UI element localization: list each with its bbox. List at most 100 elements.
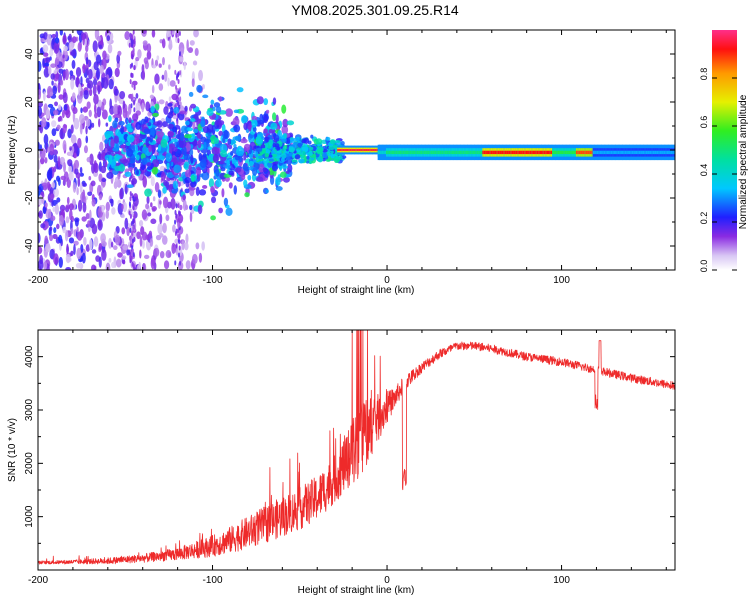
spectrogram-cell bbox=[185, 204, 189, 211]
spectrogram-cell bbox=[213, 137, 219, 145]
spectrogram-cell bbox=[363, 149, 367, 151]
spectrogram-cell bbox=[163, 260, 170, 270]
spectrogram-cell bbox=[95, 54, 102, 64]
spectrogram-cell bbox=[430, 150, 434, 155]
spectrogram-cell bbox=[141, 102, 145, 113]
spectrogram-cell bbox=[143, 57, 149, 65]
spectrogram-cell bbox=[628, 150, 632, 155]
spectrogram-cell bbox=[524, 150, 527, 155]
spectrogram-cell bbox=[130, 72, 133, 78]
spectrogram-cell bbox=[373, 149, 376, 151]
spectrogram-cell bbox=[448, 150, 452, 155]
spectrogram-cell bbox=[330, 154, 335, 159]
spectrogram-cell bbox=[159, 233, 164, 238]
spectrogram-cell bbox=[52, 85, 58, 95]
spectrogram-cell bbox=[543, 150, 547, 155]
spectrogram-cell bbox=[94, 103, 97, 114]
spectrogram-cell bbox=[599, 150, 603, 155]
colorbar-tick-label: 0.8 bbox=[699, 68, 709, 81]
spectrogram-cell bbox=[580, 150, 583, 155]
spectrogram-cell bbox=[464, 150, 467, 155]
spectrogram-cell bbox=[613, 150, 617, 155]
spectrogram-cell bbox=[112, 114, 121, 119]
spectrogram-cell bbox=[275, 186, 283, 192]
spectrogram-cell bbox=[179, 96, 182, 102]
spectrogram-cell bbox=[175, 203, 178, 209]
spectrogram-cell bbox=[180, 125, 188, 134]
spectrogram-cell bbox=[561, 150, 565, 155]
spectrogram-cell bbox=[279, 171, 287, 178]
spectrogram-cell bbox=[62, 70, 66, 81]
spectrogram-cell bbox=[126, 226, 130, 237]
spectrogram-cell bbox=[135, 93, 139, 99]
spectrogram-cell bbox=[346, 149, 350, 151]
spectrogram-cell bbox=[153, 247, 160, 257]
spectrogram-cell bbox=[547, 150, 551, 155]
spectrogram-cell bbox=[329, 139, 336, 145]
spectrogram-cell bbox=[141, 157, 148, 165]
spectrogram-cell bbox=[114, 67, 120, 78]
spectrogram-cell bbox=[272, 112, 277, 122]
spectrogram-cell bbox=[129, 32, 132, 38]
spectrogram-cell bbox=[172, 224, 176, 233]
spectrogram-cell bbox=[151, 145, 156, 150]
spectrogram-cell bbox=[187, 47, 194, 53]
spectrogram-cell bbox=[144, 116, 149, 123]
spectrogram-cell bbox=[189, 211, 193, 223]
spectrogram-cell bbox=[334, 158, 340, 164]
spectrogram-cell bbox=[275, 114, 279, 124]
spectrogram-cell bbox=[122, 100, 126, 110]
spectrogram-cell bbox=[479, 150, 482, 155]
spectrogram-cell bbox=[93, 61, 99, 71]
spectrogram-cell bbox=[120, 124, 124, 135]
spectrogram-cell bbox=[404, 150, 407, 155]
spectrogram-cell bbox=[166, 30, 171, 38]
spectrogram-cell bbox=[74, 218, 79, 227]
spectrogram-cell bbox=[82, 189, 86, 200]
spectrogram-cell bbox=[156, 55, 160, 61]
spectrogram-cell bbox=[183, 146, 187, 157]
spectrogram-cell bbox=[114, 176, 119, 188]
spectrogram-cell bbox=[353, 149, 357, 151]
spectrogram-cell bbox=[98, 194, 103, 201]
spectrogram-cell bbox=[114, 234, 120, 246]
spectrogram-cell bbox=[334, 139, 341, 144]
spectrogram-cell bbox=[139, 236, 143, 247]
spectrogram-cell bbox=[56, 223, 60, 230]
spectrogram-y-tick-label: 40 bbox=[24, 48, 35, 60]
spectrogram-cell bbox=[236, 150, 244, 157]
spectrogram-cell bbox=[483, 150, 487, 155]
spectrogram-cell bbox=[93, 93, 99, 105]
spectrogram-cell bbox=[126, 249, 131, 256]
spectrogram-cell bbox=[184, 188, 190, 194]
spectrogram-cell bbox=[429, 150, 432, 155]
spectrogram-cell bbox=[162, 196, 169, 209]
spectrogram-cell bbox=[178, 31, 181, 37]
spectrogram-cell bbox=[85, 56, 89, 65]
spectrogram-cell bbox=[69, 209, 73, 221]
spectrogram-cell bbox=[102, 50, 107, 60]
spectrogram-cell bbox=[175, 134, 181, 140]
spectrogram-cell bbox=[384, 150, 388, 155]
spectrogram-cell bbox=[147, 212, 152, 217]
spectrogram-cell bbox=[111, 261, 116, 269]
spectrogram-cell bbox=[49, 48, 54, 57]
spectrogram-cell bbox=[63, 104, 68, 111]
spectrogram-cell bbox=[158, 83, 164, 91]
snr-y-tick-label: 3000 bbox=[24, 398, 35, 421]
spectrogram-cell bbox=[230, 139, 236, 145]
spectrogram-cell bbox=[261, 147, 267, 155]
spectrogram-cell bbox=[158, 99, 165, 105]
spectrogram-cell bbox=[168, 143, 176, 149]
spectrogram-cell bbox=[236, 87, 244, 93]
spectrogram-cell bbox=[178, 181, 181, 187]
spectrogram-cell bbox=[154, 103, 160, 111]
spectrogram-cell bbox=[549, 150, 552, 155]
spectrogram-cell bbox=[101, 241, 107, 247]
spectrogram-cell bbox=[85, 44, 89, 53]
spectrogram-cell bbox=[482, 150, 485, 155]
spectrogram-cell bbox=[157, 189, 162, 199]
spectrogram-y-tick-label: -40 bbox=[24, 238, 35, 253]
spectrogram-cell bbox=[129, 213, 132, 219]
spectrogram-cell bbox=[77, 199, 83, 212]
